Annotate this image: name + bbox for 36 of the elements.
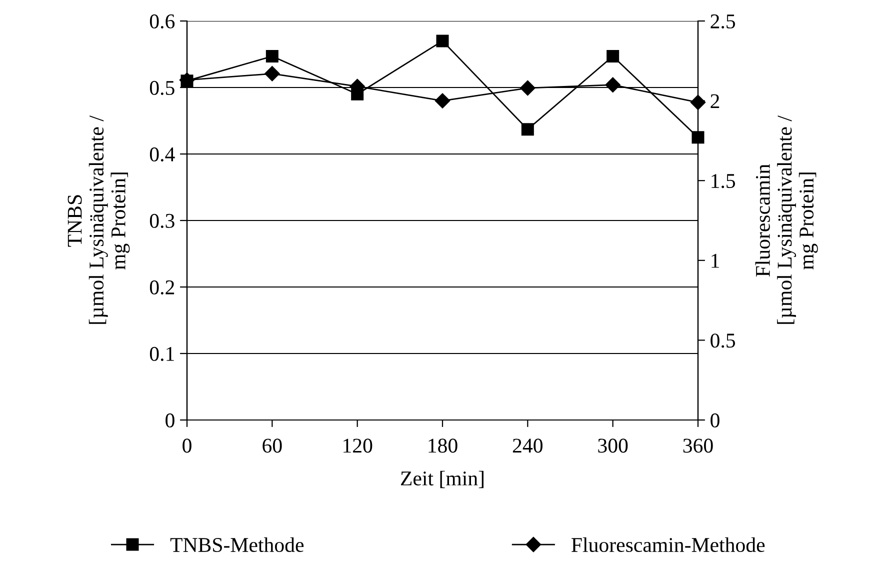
y2-tick-label: 2 (710, 94, 720, 108)
point (521, 123, 534, 136)
x-tick-label: 60 (262, 438, 282, 453)
y-tick-label: 0.1 (150, 346, 174, 362)
y-tick-label: 0.6 (150, 14, 175, 29)
point (690, 94, 706, 110)
x-tick-label: 360 (683, 438, 713, 453)
x-tick-label: 240 (512, 438, 542, 453)
y2-tick-label: 1 (712, 254, 719, 268)
x-axis-title: Zeit [min] (400, 470, 484, 488)
point (436, 34, 449, 48)
point (434, 93, 450, 108)
point (605, 77, 620, 92)
x-tick-label: 120 (344, 438, 372, 453)
legend-label: Fluorescamin-Methode (572, 537, 765, 552)
y2-tick-label: 0 (710, 413, 720, 428)
y-tick-label: 0.5 (150, 80, 174, 96)
y2-tick-label: 0.5 (710, 334, 736, 348)
y2-tick-label: 1.5 (712, 174, 736, 188)
x-tick-label: 180 (428, 438, 458, 453)
point (692, 131, 704, 144)
point (266, 50, 278, 62)
y-tick-label: 0.4 (150, 147, 175, 162)
point (264, 66, 280, 82)
y-tick-label: 0.3 (150, 214, 174, 228)
y-tick-label: 0.2 (150, 280, 174, 295)
point (351, 88, 364, 100)
y-tick-label: 0 (166, 413, 174, 428)
point (520, 80, 536, 96)
x-tick-label: 300 (598, 438, 628, 453)
y2-tick-label: 2.5 (710, 14, 736, 29)
legend-label: TNBS-Methode (170, 537, 304, 552)
x-tick-label: 0 (182, 438, 192, 453)
point (606, 50, 620, 62)
y2-axis-title: Fluorescamin [µmol Lysinäquivalente / mg Protein] (755, 116, 818, 324)
y-axis-title: TNBS [µmol Lysinäquivalente / mg Protein] (68, 116, 130, 324)
